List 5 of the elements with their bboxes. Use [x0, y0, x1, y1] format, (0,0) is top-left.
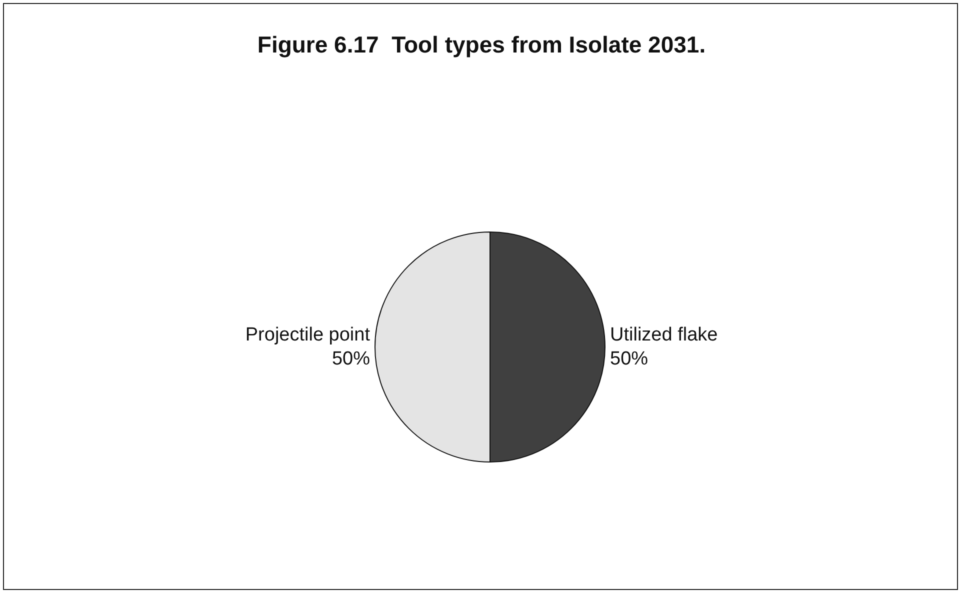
- chart-title: Figure 6.17 Tool types from Isolate 2031.: [257, 32, 706, 58]
- data-label: 50%: [332, 348, 370, 370]
- slice-label: Utilized flake: [610, 324, 718, 346]
- data-label: 50%: [610, 348, 648, 370]
- slice-label: Projectile point: [245, 324, 371, 346]
